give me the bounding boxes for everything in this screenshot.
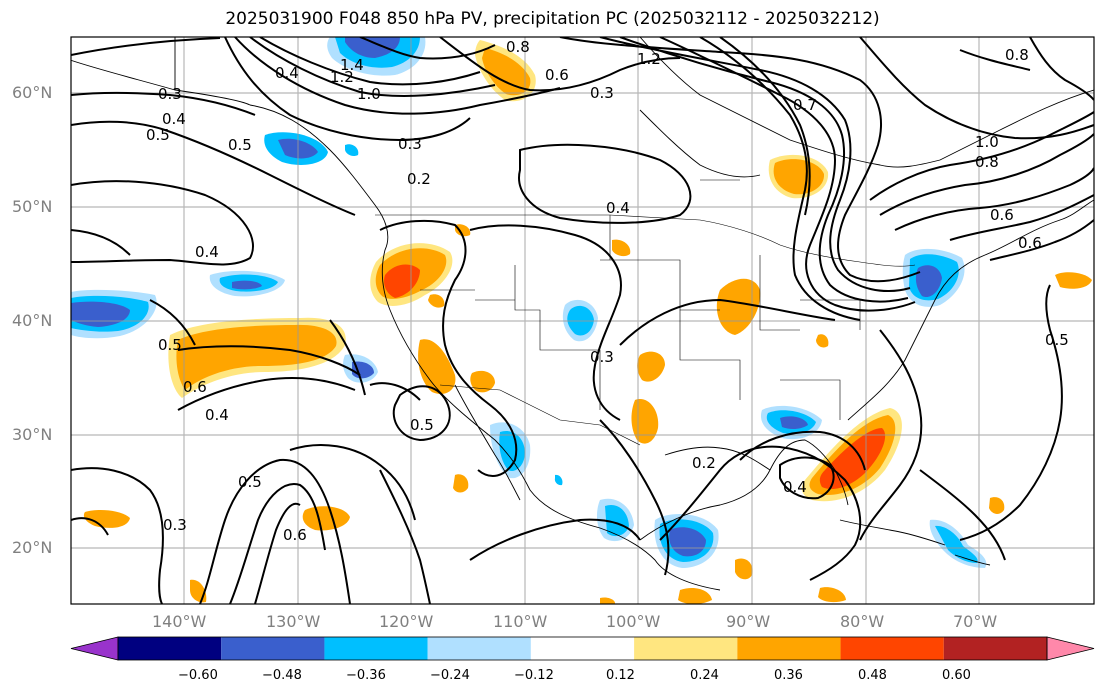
lat-label-20n: 20°N: [12, 538, 53, 557]
gridlines: [71, 37, 1094, 604]
contour-label: 0.5: [410, 416, 434, 434]
colorbar-segment: [221, 637, 325, 660]
contour-labels: 0.3 0.4 0.5 0.5 0.4 0.4 0.2 0.3 1.4 1.2 …: [146, 38, 1069, 544]
colorbar-segment: [943, 637, 1047, 660]
colorbar-tick: −0.24: [430, 668, 470, 683]
contour-label: 0.4: [275, 64, 299, 82]
contour-label: 0.5: [228, 136, 252, 154]
colorbar: [70, 636, 1095, 661]
contour-label: 1.0: [357, 85, 381, 103]
contour-label: 0.6: [545, 66, 569, 84]
contour-label: 1.4: [340, 56, 364, 74]
lon-label-90w: 90°W: [726, 612, 771, 631]
contour-label: 0.8: [506, 38, 530, 56]
lon-label-140w: 140°W: [152, 612, 207, 631]
colorbar-segment: [737, 637, 841, 660]
contour-label: 0.6: [283, 526, 307, 544]
colorbar-extend-low: [70, 636, 119, 661]
contour-label: 0.4: [783, 478, 807, 496]
colorbar-segment: [427, 637, 531, 660]
colorbar-segment: [324, 637, 428, 660]
contour-label: 0.8: [1005, 46, 1029, 64]
contour-label: 0.5: [158, 336, 182, 354]
contour-label: 0.5: [1045, 331, 1069, 349]
colorbar-border: [117, 636, 1048, 661]
colorbar-tick: 0.12: [606, 668, 635, 683]
contour-label: 0.3: [590, 84, 614, 102]
colorbar-tick: −0.60: [178, 668, 218, 683]
colorbar-tick: 0.48: [858, 668, 887, 683]
contour-label: 0.6: [183, 378, 207, 396]
contour-label: 0.4: [162, 110, 186, 128]
contour-label: 0.4: [195, 243, 219, 261]
colorbar-segment: [118, 637, 222, 660]
colorbar-tick: 0.60: [942, 668, 971, 683]
contour-label: 0.2: [407, 170, 431, 188]
colorbar-extend-high: [1046, 636, 1095, 661]
contour-label: 0.6: [1018, 234, 1042, 252]
colorbar-tick: −0.48: [262, 668, 302, 683]
contour-label: 0.6: [990, 206, 1014, 224]
contour-label: 0.3: [590, 348, 614, 366]
colorbar-tick: −0.12: [514, 668, 554, 683]
contour-label: 0.4: [205, 406, 229, 424]
map-title: 2025031900 F048 850 hPa PV, precipitatio…: [225, 9, 880, 29]
lon-label-70w: 70°W: [953, 612, 998, 631]
contour-label: 0.4: [606, 199, 630, 217]
colorbar-tick: 0.24: [690, 668, 719, 683]
lon-label-80w: 80°W: [840, 612, 885, 631]
lon-label-130w: 130°W: [266, 612, 321, 631]
contour-label: 0.3: [163, 516, 187, 534]
colorbar-segment: [840, 637, 944, 660]
contour-label: 0.3: [158, 85, 182, 103]
lat-label-60n: 60°N: [12, 83, 53, 102]
contour-label: 0.3: [398, 135, 422, 153]
lat-label-30n: 30°N: [12, 425, 53, 444]
colorbar-segment: [634, 637, 738, 660]
contour-label: 0.7: [793, 96, 817, 114]
contour-label: 0.2: [692, 454, 716, 472]
map-frame: [70, 36, 1095, 605]
colorbar-segment: [530, 637, 635, 660]
contour-label: 0.8: [975, 153, 999, 171]
pv-contours: [71, 37, 1094, 604]
lon-label-100w: 100°W: [606, 612, 661, 631]
contour-label: 1.2: [637, 50, 661, 68]
lat-label-50n: 50°N: [12, 197, 53, 216]
lat-label-40n: 40°N: [12, 311, 53, 330]
contour-label: 1.2: [330, 68, 354, 86]
lon-label-110w: 110°W: [493, 612, 548, 631]
colorbar-tick: 0.36: [774, 668, 803, 683]
lon-label-120w: 120°W: [379, 612, 434, 631]
contour-label: 0.5: [146, 126, 170, 144]
contour-label: 1.0: [975, 133, 999, 151]
contour-label: 0.5: [238, 473, 262, 491]
colorbar-tick: −0.36: [346, 668, 386, 683]
